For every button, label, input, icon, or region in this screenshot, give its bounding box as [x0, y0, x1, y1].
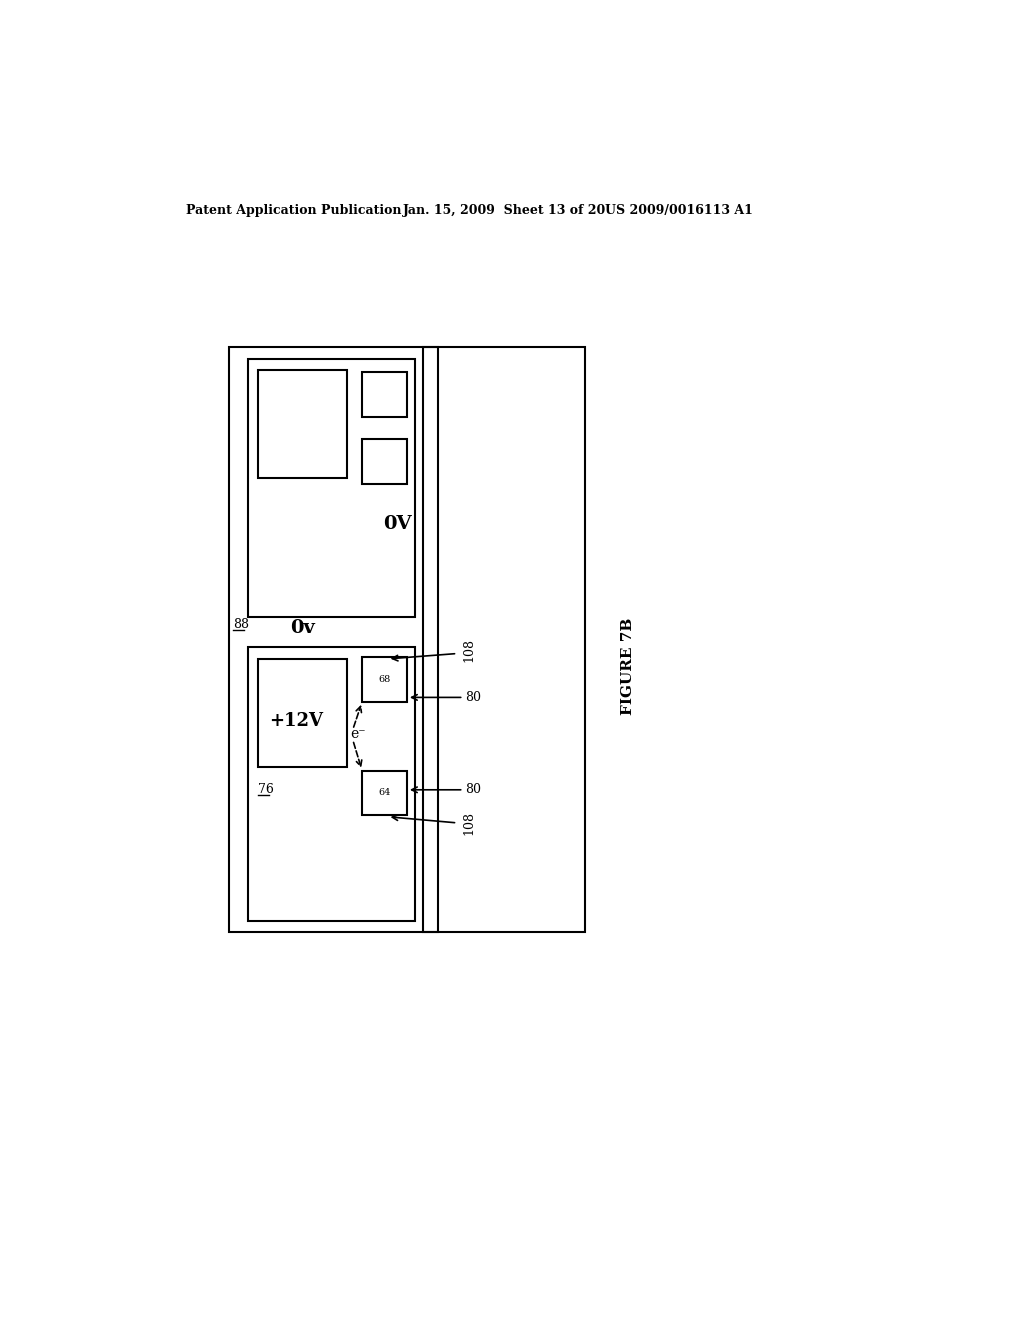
Text: 108: 108	[463, 810, 476, 836]
Text: 0v: 0v	[290, 619, 314, 638]
Bar	[248, 647, 415, 921]
Bar	[362, 771, 407, 816]
Text: US 2009/0016113 A1: US 2009/0016113 A1	[604, 205, 753, 218]
Text: Patent Application Publication: Patent Application Publication	[186, 205, 401, 218]
Text: 108: 108	[463, 638, 476, 661]
Text: 68: 68	[379, 676, 390, 684]
Text: +12V: +12V	[269, 711, 324, 730]
Text: FIGURE 7B: FIGURE 7B	[621, 618, 635, 715]
Text: 64: 64	[378, 788, 391, 797]
Bar	[228, 347, 438, 932]
Bar	[362, 440, 407, 484]
Bar	[258, 370, 347, 478]
Bar	[362, 372, 407, 417]
Text: 80: 80	[465, 690, 481, 704]
Bar	[248, 359, 415, 616]
Text: 88: 88	[233, 618, 250, 631]
Text: 0V: 0V	[383, 515, 412, 533]
Bar	[258, 659, 347, 767]
Text: Jan. 15, 2009  Sheet 13 of 20: Jan. 15, 2009 Sheet 13 of 20	[403, 205, 606, 218]
Text: e⁻: e⁻	[350, 727, 366, 742]
Bar	[423, 347, 586, 932]
Bar	[362, 657, 407, 702]
Text: 80: 80	[465, 783, 481, 796]
Text: 76: 76	[258, 783, 274, 796]
